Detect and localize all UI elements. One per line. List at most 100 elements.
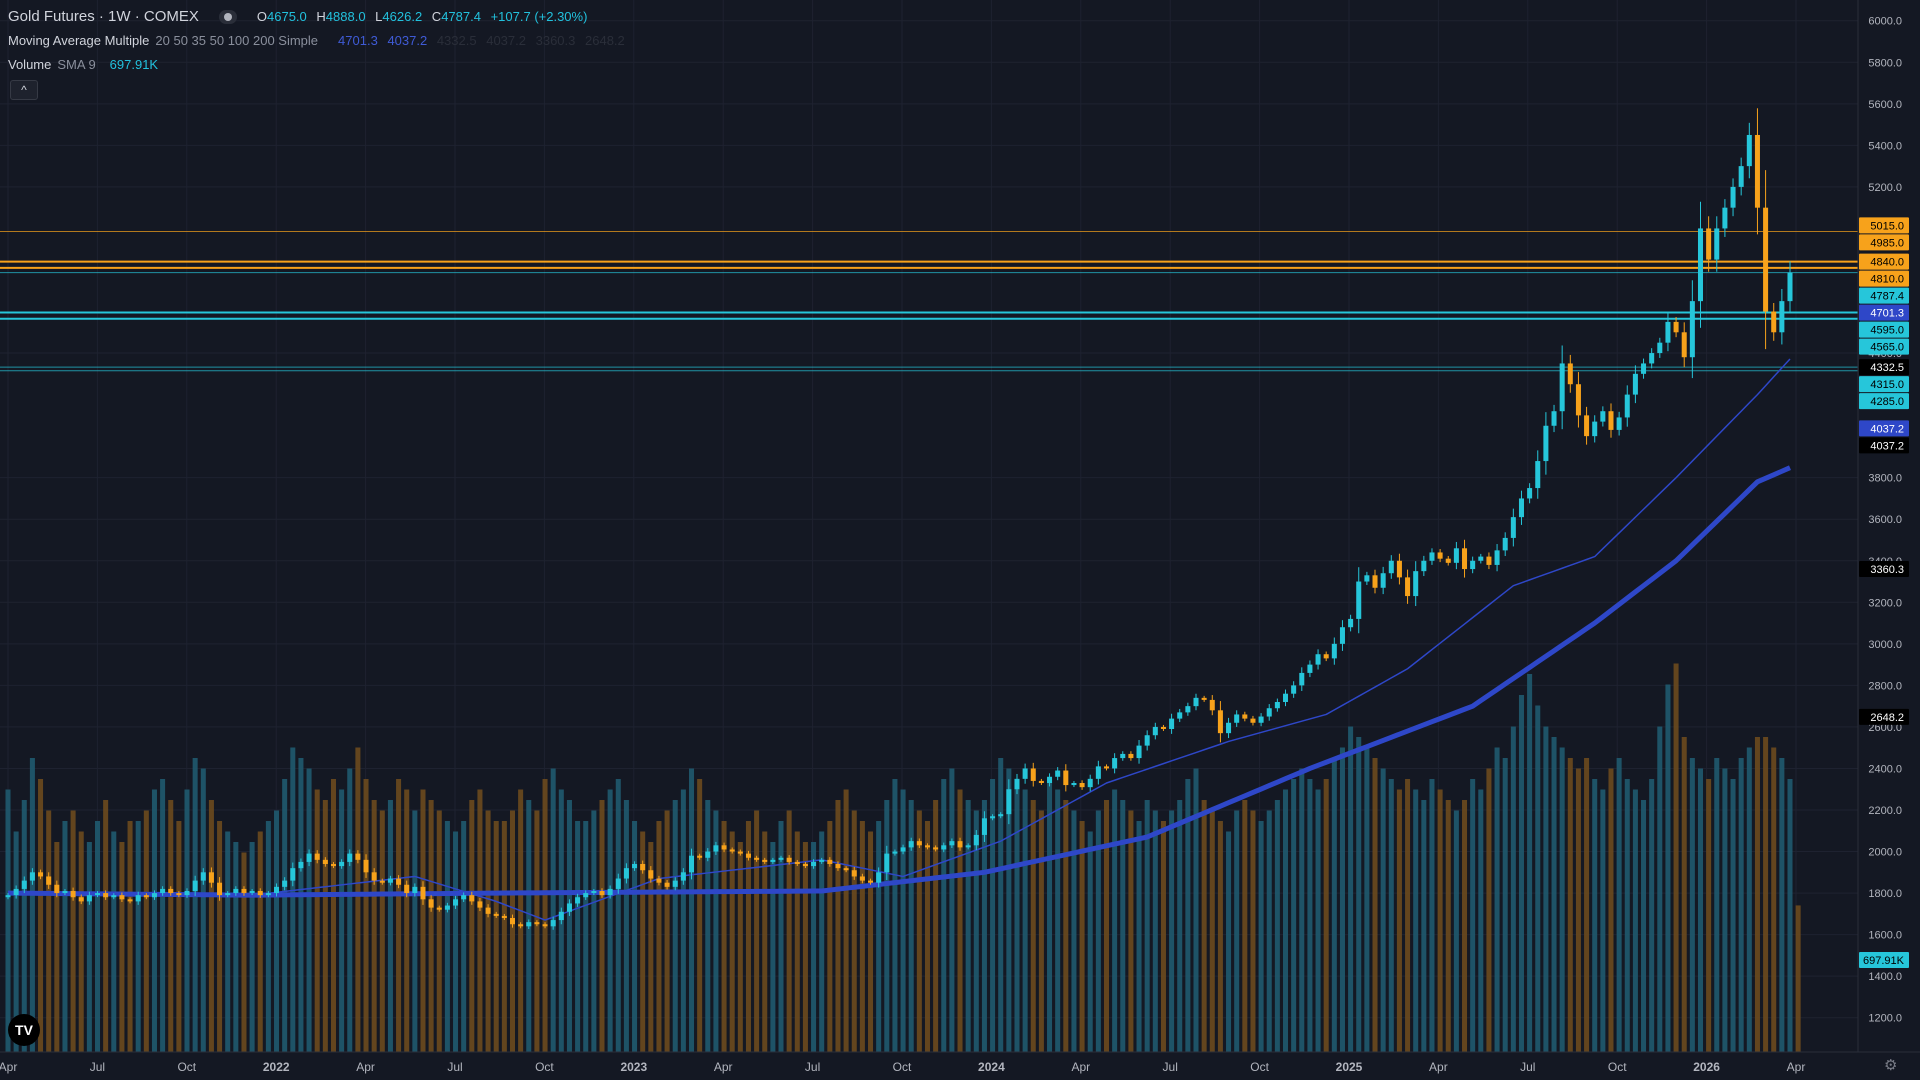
volume-bar — [656, 821, 662, 1052]
volume-bar — [843, 789, 849, 1052]
candle-body — [168, 888, 174, 894]
volume-bar — [754, 810, 760, 1052]
candle-body — [843, 868, 849, 871]
candle-body — [1706, 228, 1712, 260]
volume-bar — [1624, 779, 1630, 1052]
volume-bar — [949, 768, 955, 1052]
candle-body — [1771, 311, 1777, 333]
volume-bar — [827, 821, 833, 1052]
candle-body — [1226, 722, 1232, 734]
ma-value-5: 3360.3 — [535, 33, 576, 48]
candle-body — [94, 893, 101, 896]
volume-bar — [330, 779, 336, 1052]
ma-name[interactable]: Moving Average Multiple — [8, 33, 150, 48]
candle-body — [1136, 745, 1142, 759]
volume-bar — [924, 821, 930, 1052]
volume-bar — [575, 821, 581, 1052]
candle-body — [1274, 701, 1280, 709]
price-axis-tick: 3800.0 — [1868, 473, 1902, 485]
price-axis-tick: 2200.0 — [1868, 805, 1902, 817]
candle-body — [794, 861, 800, 865]
candle-body — [119, 895, 125, 900]
horizontal-price-lines[interactable] — [0, 231, 1858, 372]
candle-body — [509, 918, 516, 925]
price-label-box — [1859, 952, 1909, 968]
volume-bar — [1527, 674, 1533, 1052]
candle-body — [778, 857, 784, 860]
volume-bar — [518, 789, 524, 1052]
candle-body — [762, 859, 768, 862]
volume-name[interactable]: Volume — [8, 57, 52, 72]
volume-bar — [908, 800, 914, 1052]
candle-body — [347, 853, 353, 862]
volume-bar — [981, 800, 987, 1052]
price-axis[interactable]: 6000.05800.05600.05400.05200.04400.03800… — [1868, 16, 1902, 1025]
price-axis-tick: 5600.0 — [1868, 99, 1902, 111]
volume-bar — [509, 810, 516, 1052]
symbol-legend[interactable]: Gold Futures · 1W · COMEX O4675.0 H4888.… — [8, 8, 587, 25]
volume-bar — [103, 800, 109, 1052]
time-axis-label: Apr — [1071, 1060, 1090, 1074]
volume-legend[interactable]: Volume SMA 9 697.91K — [8, 57, 158, 72]
volume-bar — [599, 800, 605, 1052]
candle-body — [851, 870, 857, 877]
candle-body — [1470, 560, 1476, 570]
low-value: 4626.2 — [382, 9, 423, 24]
volume-bar — [1641, 800, 1647, 1052]
tradingview-logo: TV — [8, 1014, 40, 1046]
candle-body — [1502, 537, 1508, 551]
volume-bar — [143, 810, 149, 1052]
volume-bar — [566, 800, 572, 1052]
volume-bar — [208, 800, 214, 1052]
volume-bar — [249, 842, 255, 1052]
ma-value-3: 4332.5 — [436, 33, 477, 48]
symbol-title[interactable]: Gold Futures · 1W · COMEX — [8, 8, 199, 25]
price-axis-tick: 1400.0 — [1868, 971, 1902, 983]
volume-bar — [1364, 747, 1370, 1052]
price-label-box — [1859, 217, 1909, 234]
volume-bar — [192, 758, 198, 1052]
volume-bar — [420, 789, 426, 1052]
moving-average-legend[interactable]: Moving Average Multiple 20 50 35 50 100 … — [8, 33, 625, 48]
price-axis-labels: 5015.0 4985.0 4840.0 4810.0 4787.4 4701.3 4595… — [1859, 217, 1909, 968]
candle-body — [330, 864, 336, 867]
volume-bar — [1453, 810, 1459, 1052]
candle-body — [965, 845, 971, 848]
volume-bar — [265, 821, 271, 1052]
candle-body — [1006, 789, 1012, 815]
time-axis-label: Jul — [805, 1060, 820, 1074]
volume-bar — [892, 779, 898, 1052]
candle-body — [1746, 134, 1752, 167]
price-label-box — [1859, 287, 1909, 304]
candle-body — [1095, 766, 1101, 779]
volume-bar — [1258, 821, 1264, 1052]
candle-body — [697, 855, 703, 858]
price-label-text: 2648.2 — [1870, 712, 1904, 724]
collapse-legend-button[interactable]: ^ — [10, 80, 38, 100]
price-label-text: 5015.0 — [1870, 220, 1904, 232]
volume-bar — [371, 800, 377, 1052]
ma-params: 20 50 35 50 100 200 Simple — [155, 33, 319, 48]
volume-bar — [62, 821, 68, 1052]
volume-bar — [762, 831, 768, 1052]
volume-bar — [1030, 800, 1036, 1052]
ma-value-2: 4037.2 — [387, 33, 428, 48]
volume-bar — [697, 779, 703, 1052]
candle-body — [859, 876, 865, 881]
candle-body — [1128, 753, 1134, 759]
settings-gear-icon[interactable]: ⚙ — [1884, 1057, 1898, 1074]
candle-body — [62, 891, 68, 894]
volume-bar — [1494, 747, 1500, 1052]
volume-bar — [900, 789, 906, 1052]
time-axis[interactable]: Apr Jul Oct 2022 Apr Jul Oct 2023 Apr Jul Oct 2024 A… — [0, 1060, 1805, 1074]
candle-body — [1047, 776, 1053, 783]
volume-bar — [623, 800, 629, 1052]
volume-bar — [664, 810, 670, 1052]
volume-bar — [461, 821, 467, 1052]
volume-bar — [1177, 800, 1183, 1052]
volume-bar — [1470, 779, 1476, 1052]
volume-bar — [534, 810, 540, 1052]
volume-bar — [640, 831, 646, 1052]
visibility-eye-icon[interactable] — [218, 9, 237, 24]
